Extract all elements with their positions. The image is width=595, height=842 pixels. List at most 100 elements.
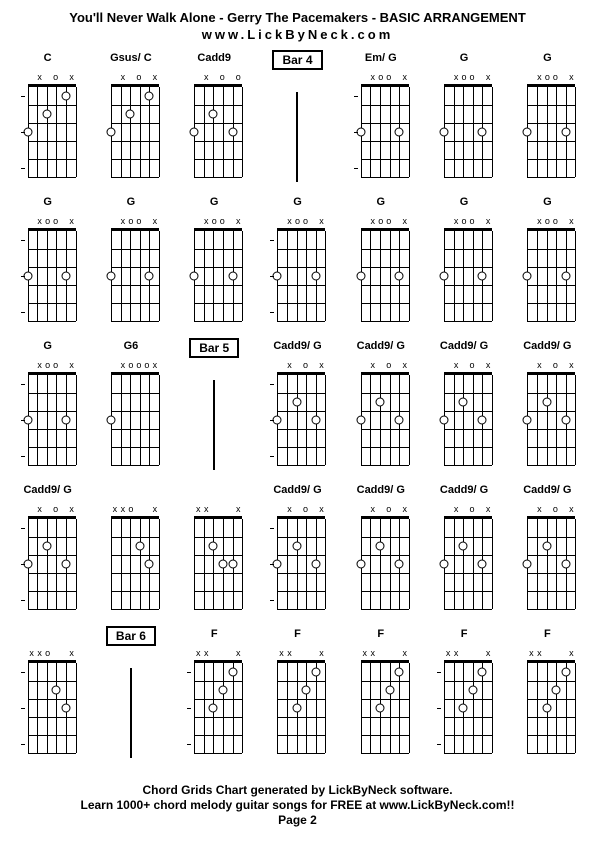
chord-diagram: xoox [434, 216, 494, 326]
footer-line-1: Chord Grids Chart generated by LickByNec… [10, 783, 585, 797]
chord-diagram: xox [517, 360, 577, 470]
chord-diagram: xox [267, 504, 327, 614]
chord-diagram: xxx [351, 648, 411, 758]
chord-grid: CxoxGsus/ CxoxCadd9xooBar 4Em/ GxooxGxoo… [10, 52, 585, 768]
grid-cell: Gxoox [260, 196, 335, 336]
bar-separator [213, 380, 215, 470]
footer-line-2: Learn 1000+ chord melody guitar songs fo… [10, 798, 585, 812]
bar-separator [296, 92, 298, 182]
string-marks: xoox [444, 216, 492, 228]
chord-diagram: xox [517, 504, 577, 614]
string-marks: xxox [28, 648, 76, 660]
chord-diagram: xox [351, 360, 411, 470]
chord-diagram: xxx [184, 648, 244, 758]
chord-diagram: xxx [517, 648, 577, 758]
string-marks: xox [361, 504, 409, 516]
string-marks: xxx [277, 648, 325, 660]
string-marks: xxx [527, 648, 575, 660]
bar-label: Bar 5 [189, 338, 239, 358]
chord-label: G [460, 196, 469, 212]
chord-label: G [293, 196, 302, 212]
chord-label: F [544, 628, 551, 644]
grid-cell: Gxoox [177, 196, 252, 336]
chord-label: Cadd9/ G [273, 484, 321, 500]
chord-diagram: xoox [267, 216, 327, 326]
grid-cell: Cadd9/ G xox [260, 484, 335, 624]
chord-diagram: xox [18, 504, 78, 614]
bar-separator [130, 668, 132, 758]
string-marks: xxx [194, 504, 242, 516]
chord-label: Cadd9/ G [273, 340, 321, 356]
page-url: www.LickByNeck.com [10, 27, 585, 42]
grid-cell: Gxoox [93, 196, 168, 336]
chord-label: Cadd9/ G [357, 340, 405, 356]
chord-label: Gsus/ C [110, 52, 152, 68]
chord-diagram: xox [434, 504, 494, 614]
string-marks: xoox [527, 72, 575, 84]
chord-diagram: xox [434, 360, 494, 470]
chord-diagram: xoox [18, 216, 78, 326]
grid-cell: Fxxx [510, 628, 585, 768]
grid-cell: Cadd9/ G xox [426, 340, 501, 480]
chord-label: G6 [124, 340, 139, 356]
chord-diagram: xoo [184, 72, 244, 182]
string-marks: xoo [194, 72, 242, 84]
grid-cell: Gxoox [10, 196, 85, 336]
chord-label: F [294, 628, 301, 644]
string-marks: xoox [361, 216, 409, 228]
string-marks: xox [111, 72, 159, 84]
chord-label: Cadd9/ G [357, 484, 405, 500]
grid-cell: Bar 4 [260, 52, 335, 192]
grid-cell: Gxoox [426, 196, 501, 336]
footer-page: Page 2 [10, 813, 585, 827]
string-marks: xxx [361, 648, 409, 660]
grid-cell: Cadd9/ G xox [260, 340, 335, 480]
chord-diagram: xoox [351, 216, 411, 326]
chord-label: F [461, 628, 468, 644]
grid-cell: Fxxx [426, 628, 501, 768]
chord-label: G [127, 196, 136, 212]
grid-cell: Cadd9/ Gxox [10, 484, 85, 624]
grid-cell: Bar 5 [177, 340, 252, 480]
string-marks: xox [527, 504, 575, 516]
chord-label: G [460, 52, 469, 68]
string-marks: xox [527, 360, 575, 372]
grid-cell: Cadd9 xoo [177, 52, 252, 192]
chord-label: G [377, 196, 386, 212]
string-marks: xoox [527, 216, 575, 228]
chord-label: G [543, 52, 552, 68]
grid-cell: Cadd9/ G xox [343, 484, 418, 624]
chord-diagram: xox [267, 360, 327, 470]
chord-diagram: xoox [184, 216, 244, 326]
string-marks: xox [444, 504, 492, 516]
grid-cell: xxx [177, 484, 252, 624]
chord-diagram: xoox [517, 216, 577, 326]
chord-label: Cadd9/ G [523, 484, 571, 500]
chord-label: Cadd9/ G [440, 340, 488, 356]
chord-label: G [210, 196, 219, 212]
grid-cell: Gxoox [510, 52, 585, 192]
chord-label: F [377, 628, 384, 644]
chord-diagram: xoox [101, 216, 161, 326]
grid-cell: Fxxx [177, 628, 252, 768]
grid-cell: Cadd9/ Gxox [510, 340, 585, 480]
chord-label: Cadd9 [197, 52, 231, 68]
string-marks: xoox [28, 360, 76, 372]
bar-label: Bar 4 [272, 50, 322, 70]
chord-diagram: xox [351, 504, 411, 614]
string-marks: xoox [111, 216, 159, 228]
string-marks: xox [277, 360, 325, 372]
string-marks: xoox [444, 72, 492, 84]
string-marks: xox [444, 360, 492, 372]
grid-cell: Gxoox [426, 52, 501, 192]
string-marks: xxx [444, 648, 492, 660]
string-marks: xoox [361, 72, 409, 84]
chord-diagram: xxox [18, 648, 78, 758]
grid-cell: Cadd9/ G xox [343, 340, 418, 480]
chord-label: G [43, 340, 52, 356]
grid-cell: Gxoox [343, 196, 418, 336]
chord-diagram: xoox [18, 360, 78, 470]
string-marks: xox [28, 504, 76, 516]
chord-label: F [211, 628, 218, 644]
grid-cell: G6xooox [93, 340, 168, 480]
